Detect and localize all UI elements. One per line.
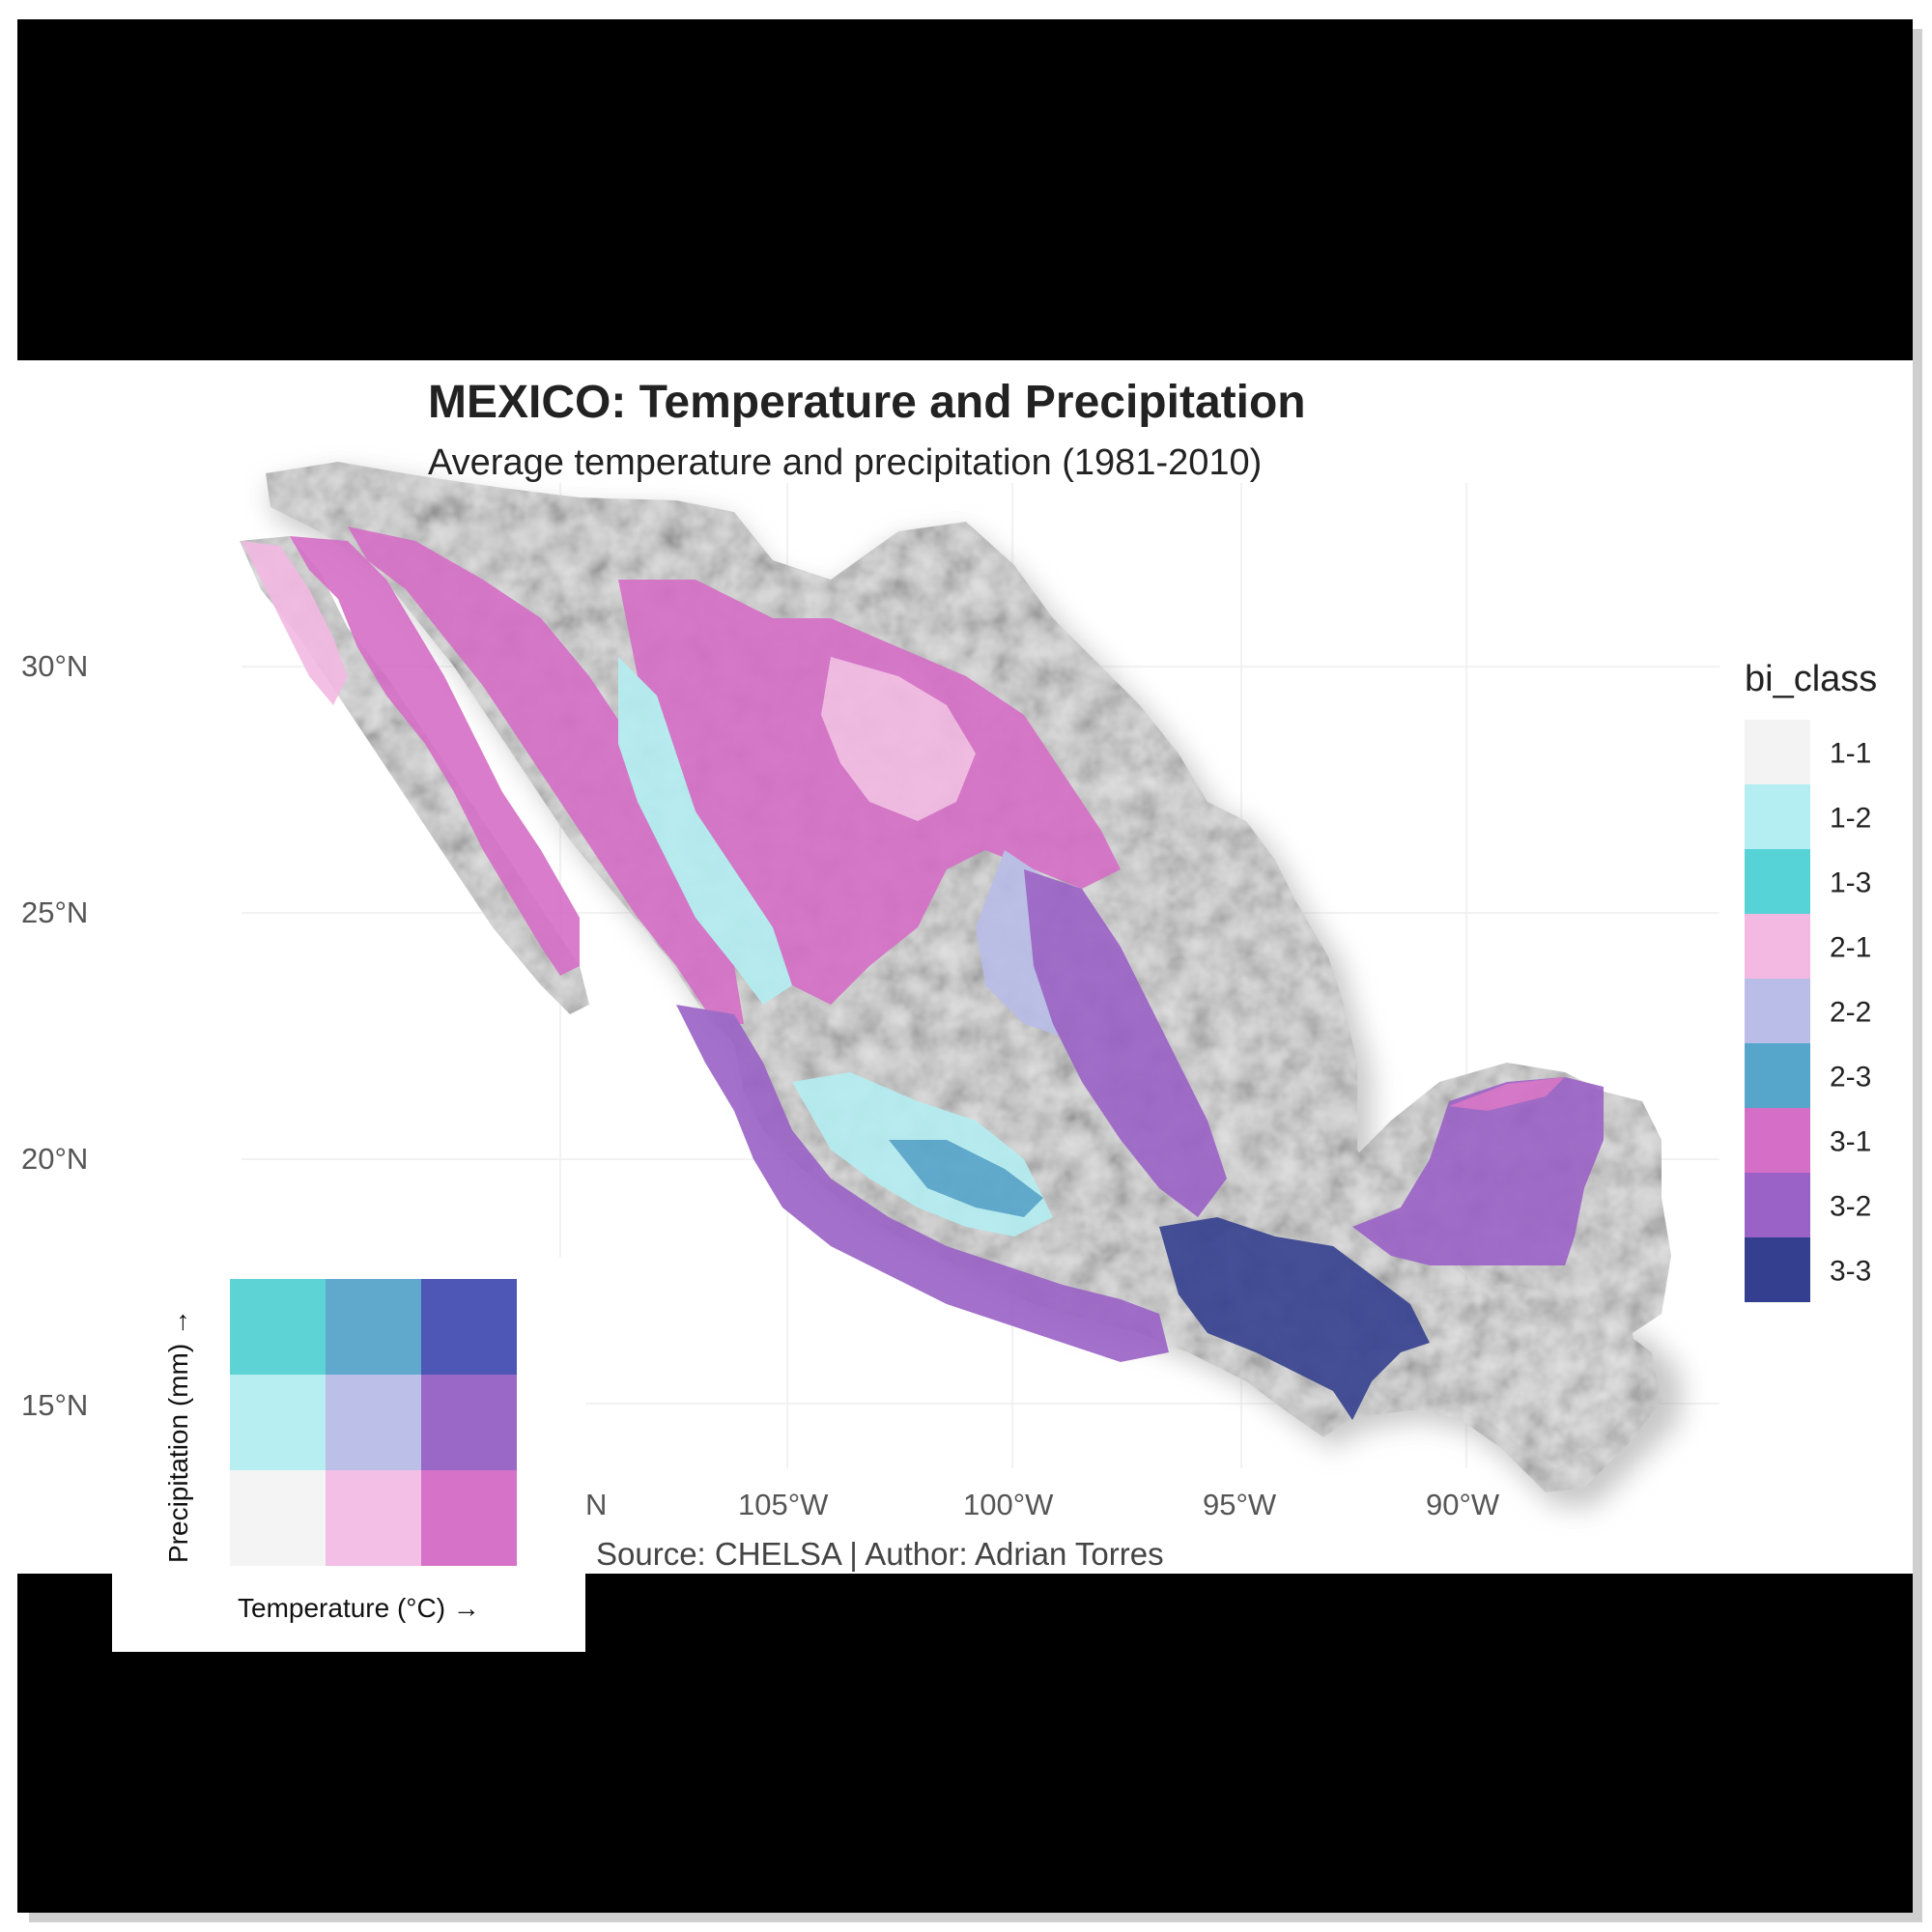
bivariate-cell-1-3	[421, 1279, 517, 1375]
bi-class-legend: bi_class 1-1 1-2 1-3 2-1 2-2 2-3 3-1 3-2 3-3	[1745, 659, 1877, 1302]
bivariate-overlay	[242, 526, 1604, 1420]
bivariate-cell-3-2	[326, 1470, 421, 1566]
legend-swatch-2-3	[1745, 1043, 1810, 1108]
bivariate-cell-1-2	[326, 1279, 421, 1375]
bivariate-cell-1-1	[230, 1279, 326, 1375]
map-subtitle: Average temperature and precipitation (1…	[428, 442, 1262, 483]
bivariate-key: Temperature (°C) → Precipitation (mm) →	[112, 1258, 585, 1652]
lon-tick-110: N	[585, 1488, 607, 1521]
legend-label-3-1: 3-1	[1830, 1126, 1871, 1158]
legend-label-1-3: 1-3	[1830, 867, 1871, 899]
lon-tick-100: 100°W	[963, 1488, 1054, 1521]
baja-class-2-1	[242, 541, 348, 705]
baja-class-3-1	[290, 536, 580, 976]
bivariate-key-y-label: Precipitation (mm) →	[163, 1309, 193, 1563]
legend-swatch-3-1	[1745, 1108, 1810, 1173]
legend-title: bi_class	[1745, 659, 1877, 699]
lat-tick-25: 25°N	[21, 895, 88, 929]
legend-label-3-3: 3-3	[1830, 1256, 1871, 1288]
bivariate-key-grid	[230, 1279, 517, 1566]
lat-tick-20: 20°N	[21, 1142, 88, 1176]
legend-items: 1-1 1-2 1-3 2-1 2-2 2-3 3-1 3-2 3-3	[1745, 720, 1871, 1302]
legend-swatch-1-3	[1745, 849, 1810, 914]
central-class-2-3	[889, 1140, 1043, 1217]
bivariate-cell-3-3	[421, 1470, 517, 1566]
bivariate-cell-3-1	[230, 1470, 326, 1566]
legend-label-2-3: 2-3	[1830, 1062, 1871, 1094]
bivariate-key-x-label: Temperature (°C) →	[238, 1593, 480, 1623]
lon-tick-90: 90°W	[1426, 1488, 1500, 1521]
bivariate-cell-2-1	[230, 1375, 326, 1470]
guatemala-gray	[1420, 1285, 1642, 1468]
legend-swatch-1-2	[1745, 784, 1810, 849]
legend-swatch-3-3	[1745, 1237, 1810, 1302]
pacific-coast-class-3-2	[676, 1005, 1169, 1362]
lat-tick-30: 30°N	[21, 649, 88, 683]
map-title: MEXICO: Temperature and Precipitation	[428, 377, 1306, 428]
legend-label-2-2: 2-2	[1830, 997, 1871, 1029]
map-caption: Source: CHELSA | Author: Adrian Torres	[596, 1536, 1164, 1572]
bivariate-cell-2-2	[326, 1375, 421, 1470]
nw-class-3-1	[348, 526, 744, 1024]
legend-swatch-2-2	[1745, 979, 1810, 1043]
lon-tick-95: 95°W	[1203, 1488, 1277, 1521]
sierra-madre-class-1-2	[618, 657, 792, 1005]
legend-label-1-1: 1-1	[1830, 738, 1871, 770]
legend-label-1-2: 1-2	[1830, 803, 1871, 835]
yucatan-coast-class-3-1	[1449, 1077, 1565, 1111]
lon-tick-105: 105°W	[738, 1488, 829, 1521]
yucatan-class-3-2	[1352, 1077, 1604, 1265]
gulf-class-3-2	[1024, 869, 1227, 1217]
bivariate-cell-2-3	[421, 1375, 517, 1470]
top-black-bar	[17, 19, 1913, 360]
plateau-class-2-1	[821, 657, 976, 821]
legend-swatch-1-1	[1745, 720, 1810, 784]
lat-tick-15: 15°N	[21, 1388, 88, 1422]
legend-label-3-2: 3-2	[1830, 1191, 1871, 1223]
legend-swatch-2-1	[1745, 914, 1810, 979]
legend-label-2-1: 2-1	[1830, 932, 1871, 964]
legend-swatch-3-2	[1745, 1173, 1810, 1237]
south-class-3-3	[1159, 1217, 1430, 1420]
